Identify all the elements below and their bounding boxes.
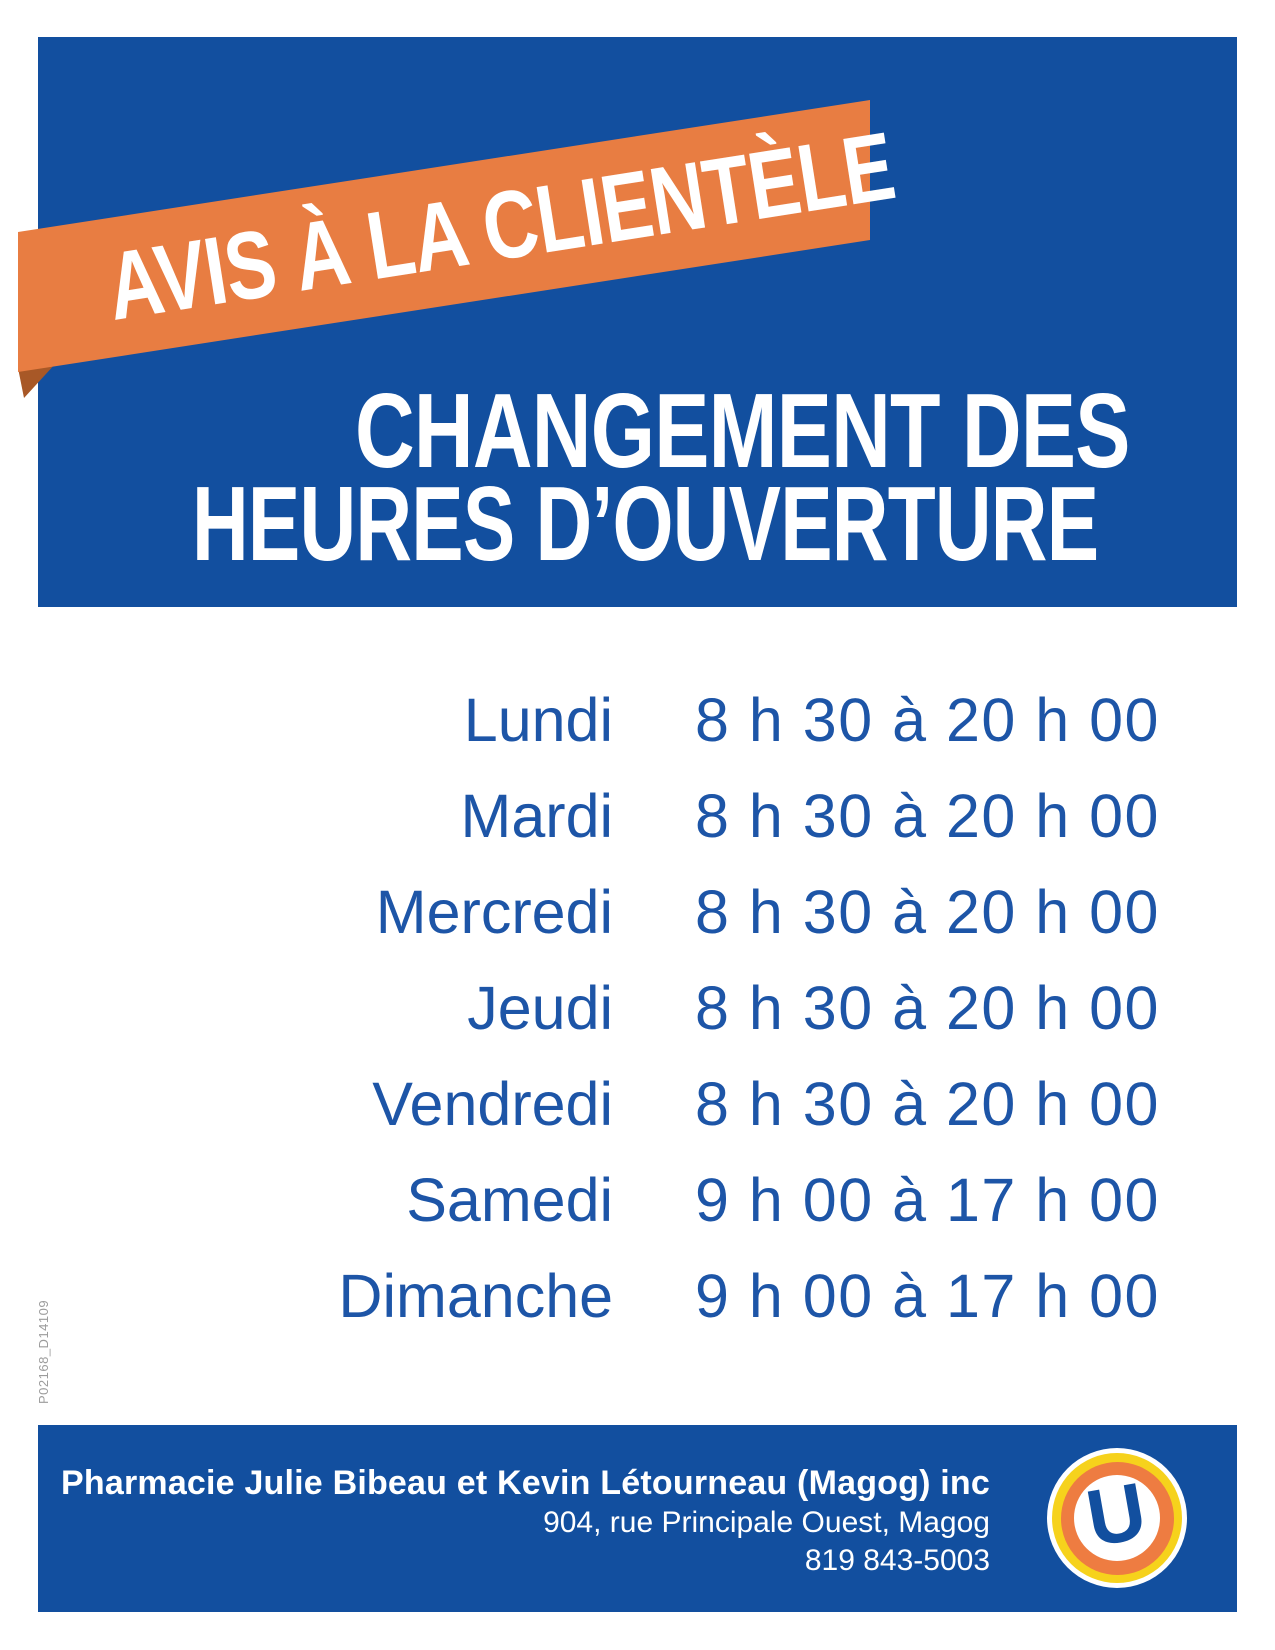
table-row: Samedi 9 h 00 à 17 h 00 — [0, 1152, 1160, 1248]
table-row: Jeudi 8 h 30 à 20 h 00 — [0, 960, 1160, 1056]
hours-value: 8 h 30 à 20 h 00 — [695, 878, 1160, 946]
table-row: Dimanche 9 h 00 à 17 h 00 — [0, 1248, 1160, 1344]
day-label: Samedi — [406, 1166, 614, 1234]
table-row: Lundi 8 h 30 à 20 h 00 — [0, 672, 1160, 768]
pharmacy-address: 904, rue Principale Ouest, Magog — [543, 1506, 990, 1539]
table-row: Mercredi 8 h 30 à 20 h 00 — [0, 864, 1160, 960]
day-label: Vendredi — [372, 1070, 614, 1138]
footer-text: Pharmacie Julie Bibeau et Kevin Létourne… — [61, 1462, 990, 1580]
footer-bar — [38, 1425, 1237, 1612]
day-label: Mercredi — [375, 878, 614, 946]
opening-hours-table: Lundi 8 h 30 à 20 h 00 Mardi 8 h 30 à 20… — [0, 672, 1160, 1344]
pharmacy-phone: 819 843-5003 — [804, 1544, 990, 1577]
day-label: Lundi — [463, 686, 614, 754]
print-code: P02168_D14109 — [36, 1299, 51, 1404]
logo-white-disc: U — [1074, 1466, 1160, 1563]
day-label: Jeudi — [467, 974, 614, 1042]
table-row: Vendredi 8 h 30 à 20 h 00 — [0, 1056, 1160, 1152]
uniprix-logo-icon: U — [1047, 1448, 1187, 1588]
hours-value: 8 h 30 à 20 h 00 — [695, 974, 1160, 1042]
logo-letter-u: U — [1080, 1465, 1153, 1564]
pharmacy-name: Pharmacie Julie Bibeau et Kevin Létourne… — [61, 1464, 990, 1502]
hours-value: 9 h 00 à 17 h 00 — [695, 1262, 1160, 1330]
logo-yellow-ring: U — [1052, 1453, 1182, 1583]
hours-value: 8 h 30 à 20 h 00 — [695, 686, 1160, 754]
hours-value: 9 h 00 à 17 h 00 — [695, 1166, 1160, 1234]
headline-line1: CHANGEMENT DES — [355, 372, 1130, 490]
day-label: Mardi — [460, 782, 614, 850]
headline-line2: HEURES D’OUVERTURE — [192, 465, 1099, 583]
table-row: Mardi 8 h 30 à 20 h 00 — [0, 768, 1160, 864]
logo-orange-ring: U — [1060, 1461, 1174, 1575]
hours-value: 8 h 30 à 20 h 00 — [695, 1070, 1160, 1138]
day-label: Dimanche — [338, 1262, 614, 1330]
hours-value: 8 h 30 à 20 h 00 — [695, 782, 1160, 850]
